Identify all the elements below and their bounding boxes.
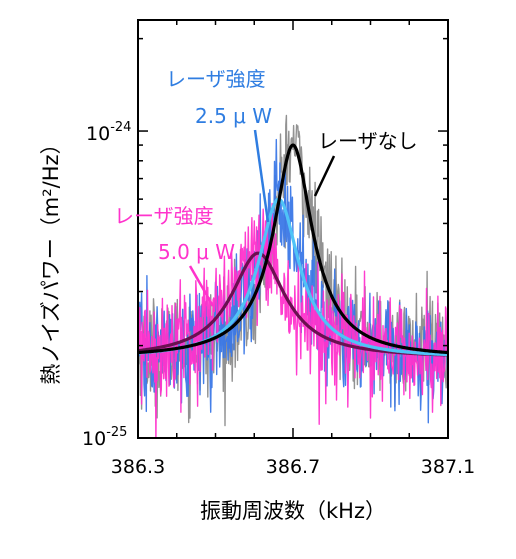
annotation-laser-5-0-label: レーザ強度	[114, 204, 214, 228]
noise-trace-no-laser	[138, 114, 448, 427]
annotation-arrow-5-0	[188, 265, 215, 307]
annotation-arrow-no-laser	[313, 155, 336, 197]
annotation-laser-2-5-label: レーザ強度	[166, 67, 266, 91]
x-tick-label: 387.1	[421, 456, 475, 478]
x-axis-title: 振動周波数（kHz）	[200, 499, 386, 523]
axis-ticks	[137, 20, 449, 439]
annotation-no-laser: レーザなし	[318, 129, 418, 153]
noise-traces	[138, 114, 448, 438]
x-tick-label: 386.3	[111, 456, 165, 478]
y-axis-title: 熱ノイズパワー（m²/Hz）	[39, 133, 63, 384]
y-tick-label-1e-24: 10-24	[86, 120, 131, 145]
annotation-laser-2-5-value: 2.5 μ W	[195, 104, 272, 128]
fit-curves	[138, 143, 448, 357]
x-tick-label: 386.7	[266, 456, 320, 478]
annotation-laser-5-0-value: 5.0 μ W	[158, 240, 235, 264]
annotation-arrow-2-5	[253, 129, 270, 223]
fit-curve-no-laser	[138, 143, 448, 355]
y-tick-label-1e-25: 10-25	[82, 425, 127, 450]
noise-trace-laser-2-5	[138, 138, 448, 424]
